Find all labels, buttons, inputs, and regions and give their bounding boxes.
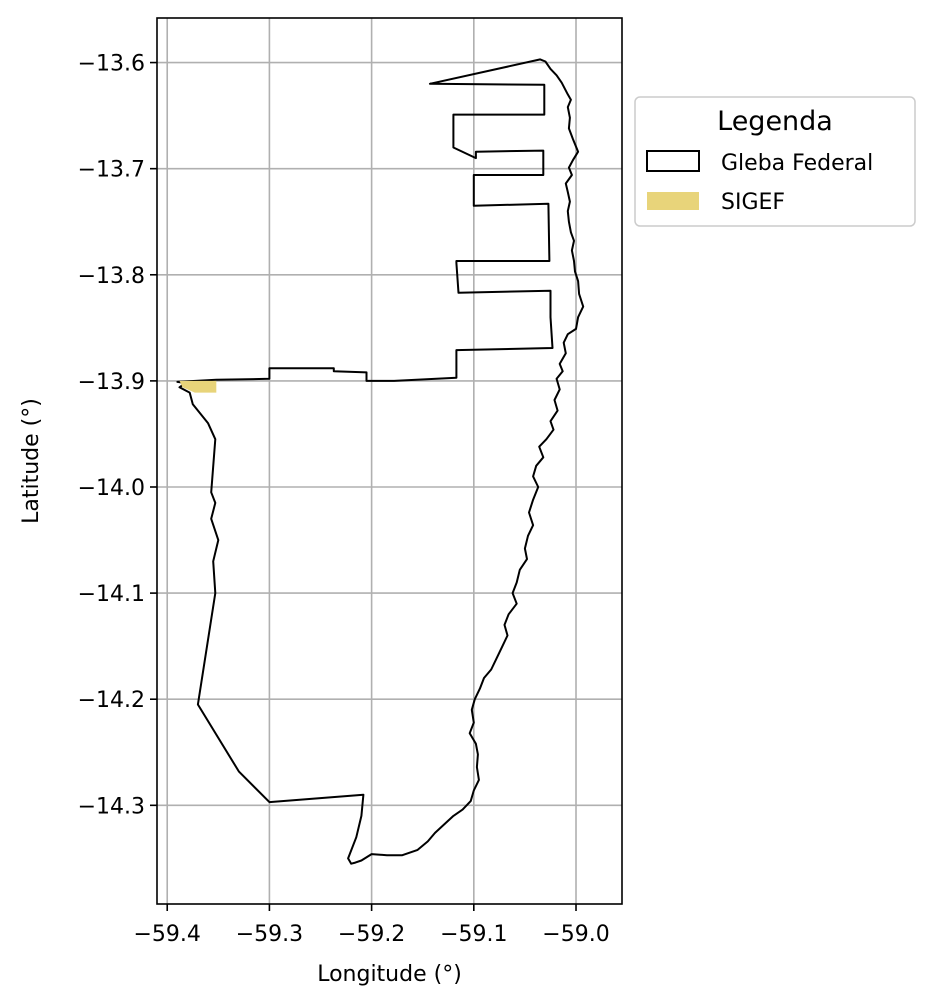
x-axis-label: Longitude (°) [317,962,462,987]
y-tick-label: −13.8 [78,264,145,289]
x-tick-label: −59.1 [440,922,507,947]
y-tick-label: −14.2 [78,688,145,713]
y-tick-label: −14.1 [78,582,145,607]
legend-swatch-gleba-federal [646,150,700,172]
axis-ticks: −59.4 −59.3 −59.2 −59.1 −59.0 −13.6 −13.7 −13.8… [78,52,610,947]
sigef-parcel [179,380,217,393]
y-tick-label: −13.9 [78,370,145,395]
y-tick-label: −14.3 [78,794,145,819]
legend-box [634,96,916,227]
x-tick-label: −59.3 [236,922,303,947]
gleba-federal-boundary [176,58,585,865]
map-layers [176,58,585,865]
legend-title: Legenda [717,106,833,137]
y-tick-label: −14.0 [78,476,145,501]
legend: Legenda Gleba Federal SIGEF [634,96,916,227]
y-tick-label: −13.6 [78,52,145,77]
x-tick-label: −59.4 [134,922,201,947]
y-tick-label: −13.7 [78,158,145,183]
x-tick-label: −59.0 [542,922,609,947]
x-tick-label: −59.2 [338,922,405,947]
plot-frame [156,17,623,905]
legend-label-gleba-federal: Gleba Federal [721,151,873,176]
legend-label-sigef: SIGEF [721,190,785,215]
y-axis-label: Latitude (°) [19,398,44,524]
legend-swatch-sigef [647,192,699,210]
grid-lines [157,18,622,904]
